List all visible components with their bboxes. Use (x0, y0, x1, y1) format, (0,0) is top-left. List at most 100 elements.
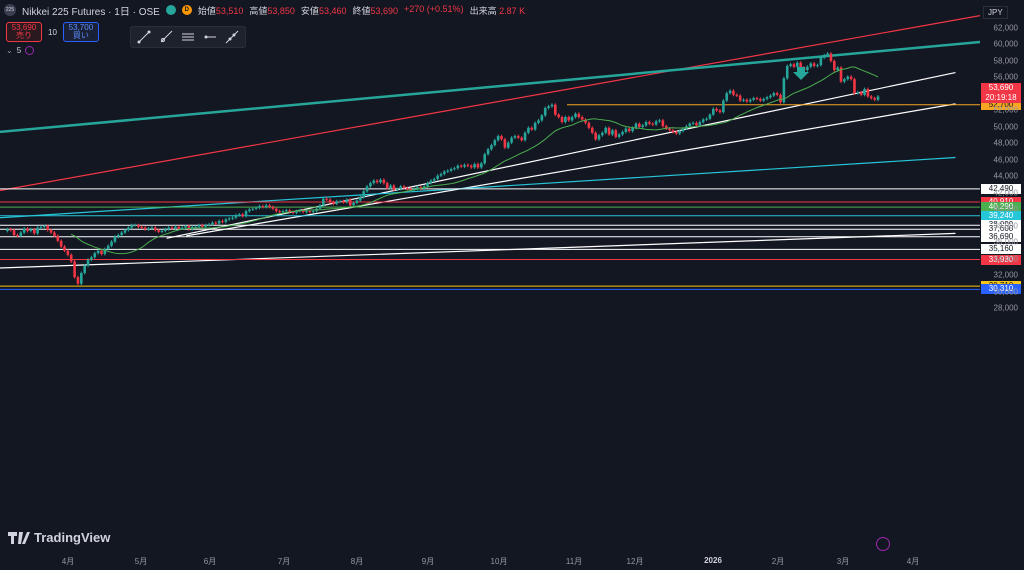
candle-body (291, 211, 295, 213)
candle-body (577, 113, 581, 118)
candle-body (80, 272, 83, 284)
price-chart[interactable] (0, 0, 980, 552)
indicator-legend[interactable]: ⌄ 5 (6, 46, 35, 55)
level-price-label: 39,240 (981, 210, 1021, 221)
time-tick: 10月 (490, 557, 508, 566)
candle-body (476, 164, 480, 168)
candle-body (547, 106, 550, 109)
candle-body (22, 228, 26, 233)
candle-body (248, 209, 251, 212)
candle-body (69, 254, 73, 262)
high-label: 高値53,850 (249, 5, 295, 16)
candle-body (311, 211, 315, 213)
time-tick: 2月 (771, 557, 785, 566)
price-tick: 58,000 (993, 56, 1018, 66)
candle-body (644, 122, 648, 126)
candle-body (664, 126, 668, 129)
candle-body (843, 79, 846, 82)
candle-body (537, 120, 540, 123)
candle-body (705, 118, 708, 120)
collapse-icon[interactable]: ⌄ (6, 46, 13, 55)
candle-body (194, 226, 197, 228)
buy-button[interactable]: 53,700 買い (62, 22, 99, 42)
candle-body (816, 65, 819, 67)
trendline-5 (0, 156, 956, 219)
candle-body (83, 265, 86, 273)
candle-body (876, 96, 880, 100)
time-tick: 3月 (836, 557, 850, 566)
timezone-settings-icon[interactable] (876, 537, 890, 551)
indicator-settings-icon[interactable] (25, 46, 35, 55)
price-tick: 52,000 (993, 105, 1018, 115)
candle-body (207, 224, 211, 226)
candle-body (160, 230, 164, 232)
level-price-label: 52,700 (981, 99, 1021, 110)
candle-body (328, 199, 332, 203)
candle-body (819, 57, 823, 66)
currency-selector[interactable]: JPY (983, 6, 1008, 19)
time-tick: 2026 (704, 556, 722, 565)
candle-body (449, 169, 453, 171)
time-tick: 4月 (906, 557, 920, 566)
sell-label: 売り (16, 31, 32, 40)
candle-body (500, 136, 503, 140)
candle-body (520, 137, 523, 141)
change-label: +270 (+0.51%) (404, 3, 464, 14)
parallel-channel-icon[interactable] (178, 27, 198, 47)
candle-body (580, 117, 584, 120)
candle-body (362, 191, 365, 198)
candle-body (204, 225, 207, 227)
candle-body (469, 165, 473, 168)
time-axis[interactable]: 4月 5月 6月 7月 8月 9月 10月 11月 12月 2026 2月 3月 4月 (0, 552, 980, 570)
candle-body (833, 60, 836, 71)
sell-button[interactable]: 53,690 売り (6, 22, 42, 42)
candle-body (285, 210, 288, 212)
candle-body (675, 131, 678, 134)
candle-body (153, 227, 157, 231)
candle-body (133, 225, 137, 227)
candle-body (456, 165, 460, 169)
brand-name: TradingView (34, 530, 111, 545)
candle-body (866, 89, 870, 97)
candle-body (826, 53, 829, 56)
candle-body (392, 185, 396, 190)
candle-body (332, 202, 335, 204)
chart-title[interactable]: Nikkei 225 Futures · 1日 · OSE (22, 6, 160, 18)
candle-body (197, 225, 201, 227)
candle-body (681, 128, 685, 132)
candle-body (607, 127, 611, 135)
candle-body (806, 66, 809, 71)
price-axis[interactable]: 52,70042,49040,91040,29039,24038,09037,6… (980, 0, 1024, 570)
candle-body (574, 113, 577, 118)
time-tick: 11月 (565, 557, 583, 566)
candle-body (873, 98, 876, 100)
candle-body (530, 127, 534, 130)
level-price-label: 36,690 (981, 231, 1021, 242)
candle-body (167, 227, 171, 230)
candle-body (254, 207, 258, 209)
candle-body (654, 121, 658, 125)
candle-body (634, 123, 638, 128)
candle-body (396, 188, 399, 190)
candle-body (227, 218, 231, 220)
candle-body (762, 98, 766, 101)
candle-body (621, 131, 624, 135)
candle-body (12, 230, 16, 236)
symbol-header: 225 Nikkei 225 Futures · 1日 · OSE D 始値53… (0, 0, 984, 20)
candle-body (214, 222, 218, 224)
level-price-label: 40,290 (981, 202, 1021, 213)
candle-body (244, 211, 248, 217)
quantity-field[interactable]: 10 (48, 27, 57, 37)
candle-body (517, 136, 520, 138)
candle-body (651, 123, 655, 125)
price-tick: 34,000 (993, 254, 1018, 264)
candle-body (553, 104, 557, 115)
down-arrow-marker (793, 67, 809, 80)
candle-body (170, 227, 174, 229)
horizontal-ray-icon[interactable] (200, 27, 220, 47)
price-tick: 48,000 (993, 138, 1018, 148)
trendline-icon[interactable] (134, 27, 154, 47)
extended-line-icon[interactable] (222, 27, 242, 47)
candle-body (856, 92, 860, 94)
ray-icon[interactable] (156, 27, 176, 47)
